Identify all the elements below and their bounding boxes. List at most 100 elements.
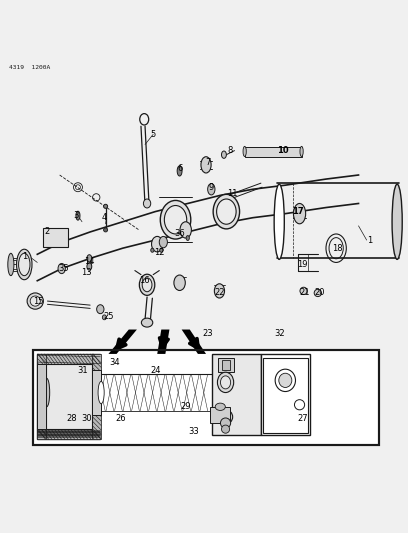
Text: 6: 6 [177,164,182,173]
Ellipse shape [215,403,225,410]
Text: 12: 12 [154,248,164,257]
Text: 3: 3 [73,211,79,220]
Text: 1: 1 [367,236,373,245]
Text: 9: 9 [209,183,214,192]
Ellipse shape [30,296,40,306]
Ellipse shape [213,195,239,229]
Ellipse shape [8,253,14,276]
Text: 13: 13 [82,268,92,277]
Bar [37,429,100,439]
Text: 8: 8 [228,146,233,155]
Bar [222,360,231,370]
Ellipse shape [76,211,80,220]
Text: 24: 24 [150,366,160,375]
Text: 16: 16 [139,276,150,285]
Text: 22: 22 [214,288,225,297]
Text: 17: 17 [292,207,303,216]
Ellipse shape [177,166,182,176]
Bar [245,147,302,157]
Bar [37,364,46,429]
Text: 1: 1 [22,252,28,261]
Polygon shape [182,329,206,354]
Text: 4319  1200A: 4319 1200A [9,65,50,70]
Ellipse shape [160,248,163,252]
Ellipse shape [151,248,154,252]
Ellipse shape [201,157,211,173]
Text: 33: 33 [188,427,199,435]
Ellipse shape [279,373,292,387]
Text: 36: 36 [174,230,185,238]
Text: 20: 20 [315,288,325,297]
Ellipse shape [140,274,155,295]
Bar [218,358,235,372]
Ellipse shape [44,378,50,407]
Text: 2: 2 [45,228,50,237]
Ellipse shape [274,184,284,260]
Polygon shape [109,329,137,354]
Text: 27: 27 [297,415,308,424]
Ellipse shape [142,278,152,292]
Text: 35: 35 [58,264,69,273]
Ellipse shape [186,236,189,240]
Ellipse shape [174,275,185,290]
Ellipse shape [293,204,306,224]
Ellipse shape [314,289,322,296]
Bar [46,364,92,429]
Ellipse shape [214,284,224,298]
Text: 28: 28 [67,415,77,424]
Ellipse shape [300,147,303,157]
Ellipse shape [300,287,307,295]
Bar [37,354,100,439]
Ellipse shape [220,418,231,428]
Polygon shape [157,329,169,354]
Ellipse shape [220,376,231,389]
Bar [212,354,261,435]
Bar [37,354,46,439]
Text: 30: 30 [82,415,92,424]
Bar [33,350,379,446]
Text: 29: 29 [180,402,191,411]
Ellipse shape [164,206,187,234]
Ellipse shape [102,315,106,320]
Text: 11: 11 [227,189,238,198]
Text: 14: 14 [84,257,95,266]
Ellipse shape [208,183,215,195]
Ellipse shape [180,222,191,238]
Ellipse shape [104,204,108,208]
Ellipse shape [222,151,226,158]
Bar [43,228,68,247]
Text: 4: 4 [102,213,107,222]
Bar [33,350,379,446]
Ellipse shape [58,263,65,273]
Text: 23: 23 [202,329,213,338]
Ellipse shape [151,237,163,252]
Ellipse shape [218,410,233,424]
Bar [261,354,310,435]
Bar [210,407,231,423]
Bar [37,354,100,364]
Ellipse shape [222,425,230,433]
Ellipse shape [87,263,92,270]
Text: 10: 10 [277,146,289,155]
Ellipse shape [243,147,246,157]
Text: 32: 32 [274,329,284,338]
Ellipse shape [392,184,402,260]
Text: 31: 31 [78,366,88,375]
Text: 18: 18 [332,244,343,253]
Text: 15: 15 [33,296,43,305]
Ellipse shape [27,293,43,309]
Ellipse shape [104,228,108,232]
Text: 5: 5 [151,130,156,139]
Ellipse shape [17,249,32,280]
Ellipse shape [160,200,191,239]
Ellipse shape [295,400,305,410]
Ellipse shape [142,318,153,327]
Ellipse shape [144,199,151,208]
Text: 26: 26 [115,415,126,424]
Text: 34: 34 [109,358,120,367]
Text: 25: 25 [103,312,114,321]
Bar [92,370,101,415]
Bar [92,354,101,439]
Bar [263,358,308,433]
Text: 7: 7 [205,158,211,167]
